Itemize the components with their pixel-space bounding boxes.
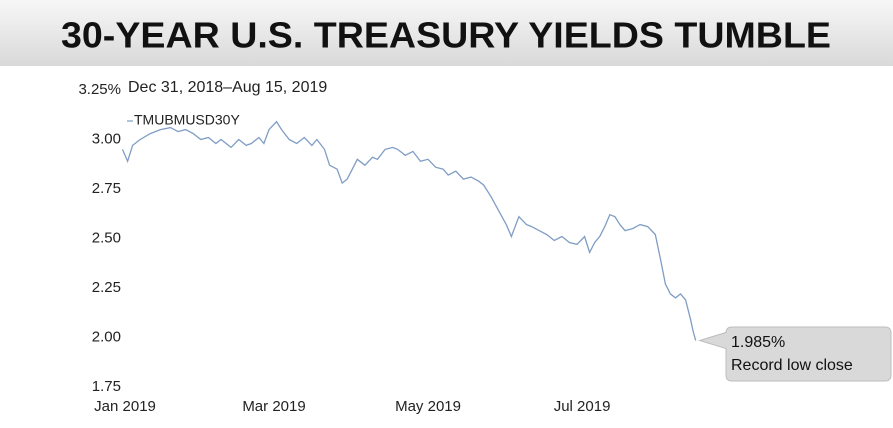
x-tick-label: Jul 2019 (554, 398, 611, 415)
y-tick-label: 2.00 (92, 328, 121, 345)
y-tick-label: 1.75 (92, 378, 121, 395)
x-tick-label: May 2019 (395, 398, 461, 415)
legend-label: TMUBMUSD30Y (134, 112, 240, 128)
subtitle: Dec 31, 2018–Aug 15, 2019 (128, 79, 327, 96)
y-tick-label: 2.25 (92, 279, 121, 296)
title-bar (0, 0, 893, 66)
chart-title: 30-YEAR U.S. TREASURY YIELDS TUMBLE (61, 15, 831, 56)
x-tick-label: Jan 2019 (94, 398, 156, 415)
y-tick-label: 3.25% (78, 81, 121, 98)
series-line (121, 120, 697, 341)
y-tick-label: 3.00 (92, 130, 121, 147)
annotation-value: 1.985% (731, 334, 785, 351)
x-tick-label: Mar 2019 (242, 398, 305, 415)
callout-box (697, 326, 892, 382)
y-tick-label: 2.75 (92, 180, 121, 197)
annotation-text: Record low close (731, 357, 853, 374)
y-tick-label: 2.50 (92, 229, 121, 246)
